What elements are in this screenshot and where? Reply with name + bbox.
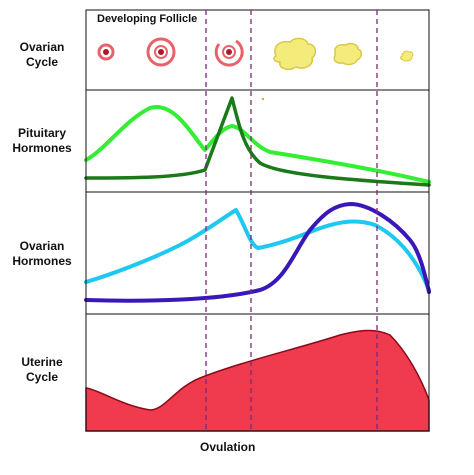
progesterone-curve xyxy=(84,202,431,303)
follicle-stage-2 xyxy=(146,37,176,67)
row-label-line: Uterine xyxy=(21,355,63,369)
row-label-line: Cycle xyxy=(25,370,59,384)
row-label-line: Hormones xyxy=(12,254,72,268)
row-label-line: Cycle xyxy=(25,55,59,69)
diagram-frame xyxy=(85,9,430,432)
lh-curve xyxy=(84,96,431,187)
row-label-line: Ovarian xyxy=(19,239,65,253)
row-label-line: Ovarian xyxy=(19,40,65,54)
row-label-uterine-cycle: Uterine Cycle xyxy=(0,355,84,385)
endometrium-area xyxy=(85,329,430,432)
row-label-line: Hormones xyxy=(12,141,72,155)
row-label-ovarian-cycle: Ovarian Cycle xyxy=(0,40,84,70)
estrogen-curve xyxy=(84,208,431,292)
corpus-albicans xyxy=(400,50,414,62)
follicle-rupturing xyxy=(214,39,244,67)
corpus-luteum-medium xyxy=(333,42,362,66)
row-label-pituitary-hormones: Pituitary Hormones xyxy=(0,126,84,156)
ovulation-label: Ovulation xyxy=(200,440,256,454)
speck-mark xyxy=(261,97,265,101)
row-label-line: Pituitary xyxy=(17,126,66,140)
developing-follicle-label: Developing Follicle xyxy=(97,13,198,25)
row-label-ovarian-hormones: Ovarian Hormones xyxy=(0,239,84,269)
corpus-luteum-large xyxy=(273,37,317,70)
follicle-stage-1 xyxy=(97,43,115,61)
